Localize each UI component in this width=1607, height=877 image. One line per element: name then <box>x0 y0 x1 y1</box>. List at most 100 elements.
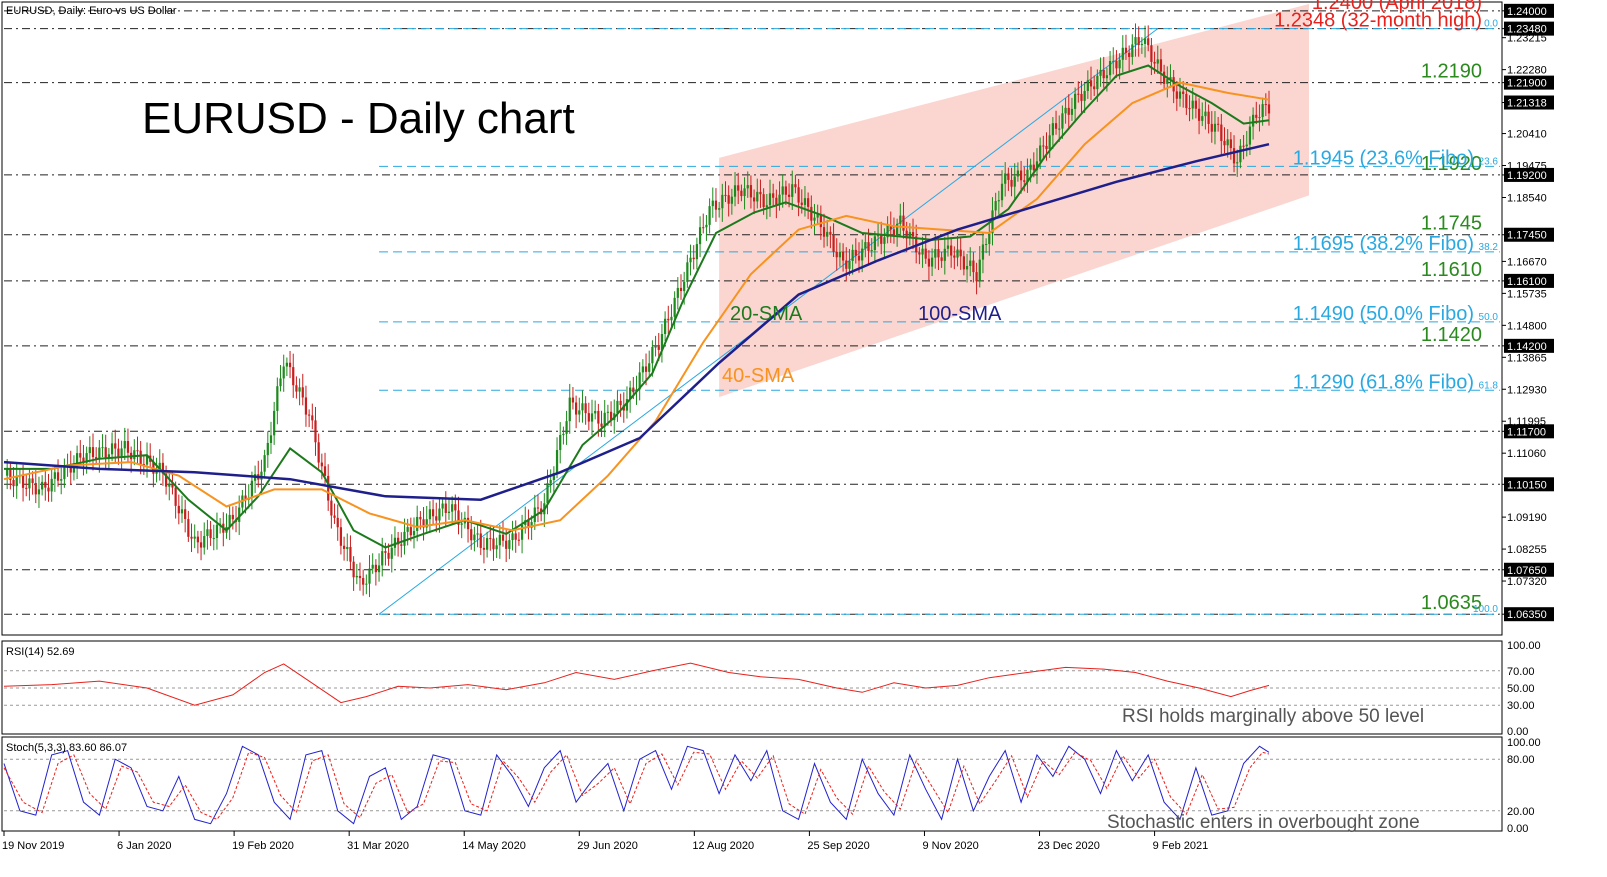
key-level-label: 1.2348 (32-month high) <box>1274 10 1482 32</box>
indicator-tick-label: 20.00 <box>1507 806 1535 818</box>
candle-body <box>886 224 889 238</box>
candle-body <box>190 536 193 539</box>
candle-body <box>956 249 959 258</box>
candle-body <box>457 510 460 525</box>
candle-body <box>565 421 568 434</box>
indicator-tick-label: 0.00 <box>1507 823 1528 835</box>
candle-body <box>479 533 482 548</box>
candle-body <box>854 249 857 256</box>
candle-body <box>282 366 285 379</box>
candle-body <box>470 529 473 541</box>
price-tick-label: 1.19200 <box>1507 170 1547 182</box>
candle-body <box>1102 69 1105 79</box>
candle-body <box>781 186 784 195</box>
candle-body <box>845 260 848 269</box>
candle-body <box>603 412 606 427</box>
price-tick-label: 1.11700 <box>1507 426 1546 438</box>
candle-body <box>28 478 31 489</box>
candle-body <box>829 231 832 235</box>
candle-body <box>676 287 679 298</box>
candle-body <box>902 215 905 231</box>
candle-body <box>1143 38 1147 44</box>
candle-body <box>438 508 441 521</box>
candle-body <box>139 450 142 464</box>
candle-body <box>203 536 206 548</box>
candle-body <box>870 249 873 251</box>
candle-body <box>600 423 603 427</box>
candle-body <box>317 442 320 463</box>
candle-body <box>1121 47 1124 60</box>
price-tick-highlight <box>1504 477 1554 492</box>
price-tick-label: 1.10150 <box>1507 479 1547 491</box>
candle-body <box>1178 91 1182 99</box>
candle-body <box>778 194 781 205</box>
candle-body <box>355 575 358 578</box>
candle-body <box>686 262 689 282</box>
candle-body <box>714 200 718 210</box>
candle-body <box>648 363 651 372</box>
candle-body <box>1264 104 1267 106</box>
labels-layer: 1.2400 (April 2018)1.2348 (32-month high… <box>722 0 1498 615</box>
candle-body <box>857 255 861 261</box>
stoch-panel-frame <box>1 736 1503 832</box>
candle-body <box>95 457 98 460</box>
candle-body <box>1166 79 1169 84</box>
date-axis: 19 Nov 2019 6 Jan 2020 19 Feb 2020 31 Mar 2… <box>2 831 1208 852</box>
candle-body <box>876 235 880 237</box>
candle-body <box>447 511 451 513</box>
candle-body <box>1188 108 1191 110</box>
key-level-label: 1.0635 <box>1421 592 1482 614</box>
candle-body <box>454 504 457 511</box>
candle-body <box>374 564 377 573</box>
candle-body <box>520 524 524 540</box>
candle-body <box>314 420 317 443</box>
price-tick-label: 1.07320 <box>1507 576 1547 588</box>
candle-body <box>587 413 590 422</box>
candle-body <box>358 575 362 579</box>
candle-body <box>6 469 9 476</box>
candle-body <box>193 536 196 539</box>
candle-body <box>571 397 575 403</box>
price-tick-highlight <box>1504 95 1554 110</box>
candle-body <box>1245 144 1248 147</box>
fibo-percent-tag: 23.6 <box>1479 156 1499 167</box>
candle-body <box>41 481 44 490</box>
candle-body <box>1105 75 1109 79</box>
candle-body <box>1061 113 1064 129</box>
price-tick-label: 1.16100 <box>1507 276 1547 288</box>
candle-body <box>654 346 657 348</box>
candle-body <box>308 414 311 416</box>
series-line-20-sma <box>4 64 1270 549</box>
stoch-annotation: Stochastic enters in overbought zone <box>1107 812 1420 833</box>
price-tick-label: 1.15735 <box>1507 288 1547 300</box>
candle-body <box>387 552 390 559</box>
candle-body <box>574 402 578 415</box>
candle-body <box>304 397 308 415</box>
fibo-level-label: 1.1290 (61.8% Fibo) <box>1293 371 1474 393</box>
candle-body <box>562 433 565 436</box>
candle-body <box>864 242 867 249</box>
candle-body <box>679 287 683 292</box>
candle-body <box>1236 162 1239 164</box>
candle-body <box>412 531 416 536</box>
indicator-tick-label: 50.00 <box>1507 683 1535 695</box>
candle-body <box>930 257 934 267</box>
date-tick-label: 9 Nov 2020 <box>922 840 978 852</box>
candle-body <box>1153 61 1156 64</box>
candle-body <box>667 318 670 321</box>
price-tick-highlight <box>1504 273 1554 288</box>
fibo-percent-tag: 50.0 <box>1479 312 1499 323</box>
candle-body <box>85 453 88 463</box>
candle-body <box>660 333 664 350</box>
candles-layer <box>6 23 1271 598</box>
candle-body <box>711 200 714 207</box>
candle-body <box>822 227 826 237</box>
series-line-100-sma <box>3 142 1270 501</box>
candle-body <box>651 346 654 364</box>
candle-body <box>199 542 203 548</box>
candle-body <box>625 399 629 411</box>
candle-body <box>695 244 699 260</box>
candle-body <box>1137 37 1140 46</box>
fibo-level-label: 1.1490 (50.0% Fibo) <box>1293 303 1474 325</box>
candle-body <box>98 447 101 460</box>
